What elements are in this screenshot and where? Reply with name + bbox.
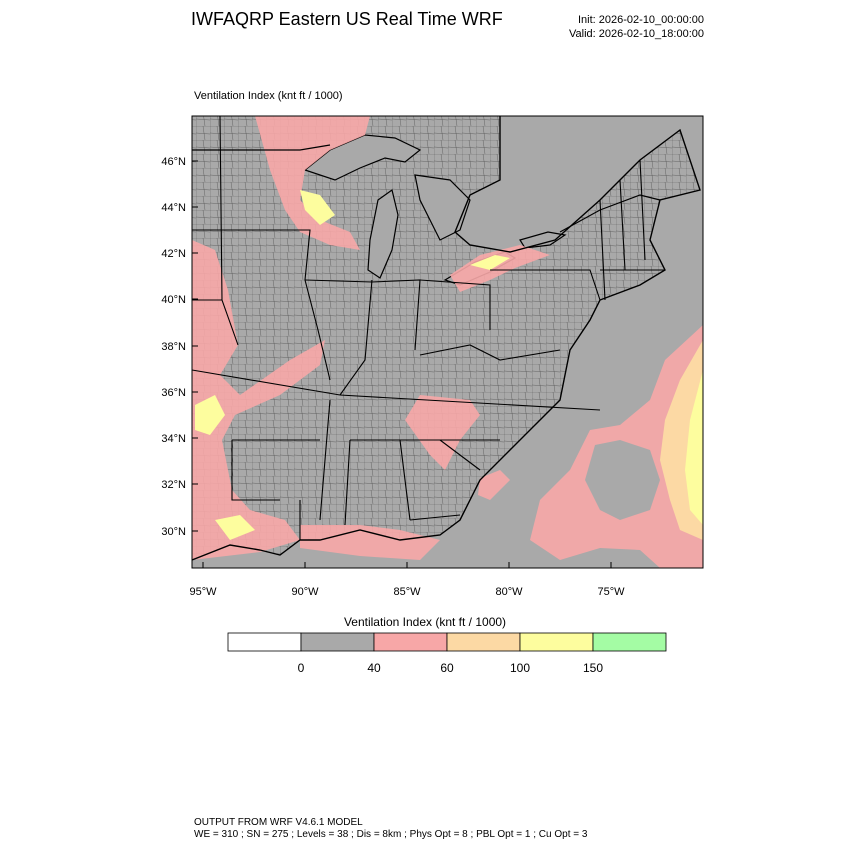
atlantic-interior-gray [585,440,660,520]
model-info-line2: WE = 310 ; SN = 275 ; Levels = 38 ; Dis … [194,829,588,840]
map-frame [191,115,704,569]
colorbar-bin [592,632,667,652]
colorbar-tick-label: 60 [440,661,454,675]
colorbar-tick-label: 40 [367,661,381,675]
ventilation-low-erie [450,245,550,292]
colorbar-tick-label: 150 [583,661,603,675]
colorbar-bin [227,632,302,652]
lat-label: 42°N [161,248,186,260]
lon-label: 90°W [291,586,319,598]
lat-label: 32°N [161,479,186,491]
colorbar-bin [446,632,521,652]
ventilation-high-west [195,395,225,435]
init-time: Init: 2026-02-10_00:00:00 [578,14,704,26]
model-info-line1: OUTPUT FROM WRF V4.6.1 MODEL [194,817,363,828]
ventilation-high-atlantic [685,370,703,525]
ventilation-high-gulf [215,515,255,540]
ventilation-high-north [300,190,335,225]
lat-label: 38°N [161,341,186,353]
ventilation-low-southeast [478,470,510,500]
lon-label: 75°W [597,586,625,598]
state-borders [192,116,665,540]
lat-label: 46°N [161,156,186,168]
colorbar-tick-label: 100 [510,661,530,675]
ventilation-low-west [192,240,325,560]
lat-label: 40°N [161,294,186,306]
colorbar-bin [373,632,448,652]
map-title: IWFAQRP Eastern US Real Time WRF [191,9,503,29]
colorbar-bin [300,632,375,652]
colorbar-title: Ventilation Index (knt ft / 1000) [343,615,507,629]
canada-border [192,144,661,233]
colorbar-bin [519,632,594,652]
colorbar: 0 40 60 100 150 [227,632,667,675]
lat-label: 36°N [161,387,186,399]
map-plot-area [192,116,703,568]
lat-label: 30°N [161,526,186,538]
ventilation-high-erie [470,255,510,270]
valid-time: Valid: 2026-02-10_18:00:00 [569,28,704,40]
model-info: OUTPUT FROM WRF V4.6.1 MODEL WE = 310 ; … [194,817,587,841]
run-times: Init: 2026-02-10_00:00:00 Valid: 2026-02… [540,13,704,41]
lat-label: 44°N [161,202,186,214]
lon-label: 85°W [393,586,421,598]
colorbar-tick-label: 0 [298,661,305,675]
field-label: Ventilation Index (knt ft / 1000) [194,90,343,102]
lake-huron [414,174,471,241]
ventilation-low-appalachia [405,395,480,470]
ventilation-low-gulf [300,525,440,560]
lon-label: 95°W [189,586,217,598]
lat-ticks: 46°N 44°N 42°N 40°N 38°N 36°N 34°N 32°N … [161,156,198,538]
lon-label: 80°W [495,586,523,598]
lake-michigan [367,188,399,279]
lon-ticks: 95°W 90°W 85°W 80°W 75°W [189,562,625,598]
lat-label: 34°N [161,433,186,445]
